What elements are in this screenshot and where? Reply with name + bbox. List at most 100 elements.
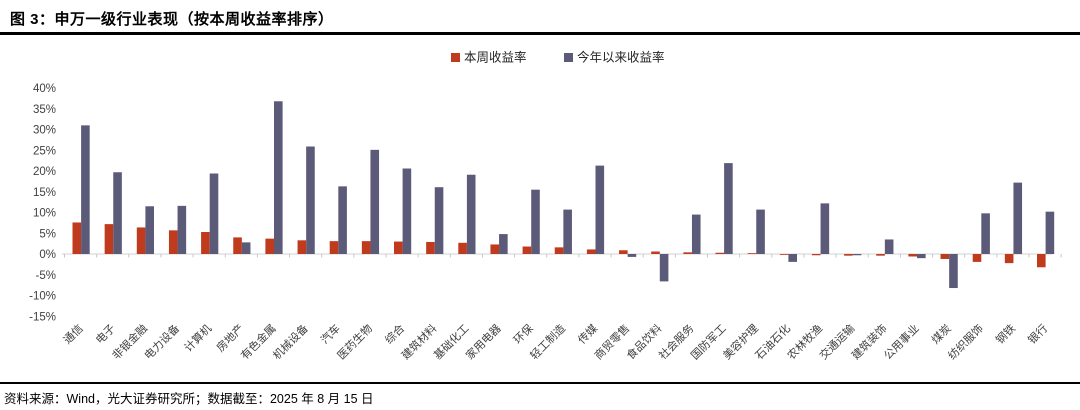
- y-axis-label: 25%: [33, 145, 56, 157]
- figure-title: 图 3：申万一级行业表现（按本周收益率排序）: [10, 11, 334, 28]
- bar-ytd: [370, 149, 380, 254]
- bar-ytd: [1013, 182, 1023, 254]
- bar-ytd: [917, 254, 926, 259]
- legend-label-week: 本周收益率: [464, 50, 527, 65]
- bar-week: [426, 241, 435, 254]
- y-axis-label: 40%: [33, 83, 56, 95]
- bar-ytd: [113, 172, 122, 254]
- bar-week: [297, 240, 307, 254]
- bar-ytd: [788, 254, 797, 262]
- bar-week: [136, 227, 146, 254]
- bar-week: [747, 253, 757, 254]
- bar-ytd: [241, 242, 251, 254]
- y-axis-label: 10%: [33, 208, 56, 220]
- bar-ytd: [949, 254, 958, 289]
- bar-ytd: [724, 163, 733, 254]
- bar-week: [619, 250, 628, 254]
- y-axis-label: -5%: [36, 270, 56, 282]
- bar-week: [490, 244, 500, 254]
- bar-ytd: [852, 254, 862, 256]
- category-label: 环保: [510, 321, 535, 346]
- bar-ytd: [177, 205, 187, 254]
- bar-week: [554, 247, 564, 254]
- bar-week: [940, 254, 950, 259]
- category-label: 传媒: [575, 322, 600, 347]
- y-axis-label: 15%: [33, 187, 56, 199]
- bar-ytd: [691, 214, 701, 254]
- category-label: 计算机: [181, 321, 214, 354]
- y-axis-label: 20%: [33, 166, 56, 178]
- bar-week: [586, 249, 596, 254]
- legend-label-ytd: 今年以来收益率: [577, 50, 665, 65]
- category-label: 房地产: [213, 321, 246, 354]
- bar-ytd: [306, 146, 315, 254]
- category-label: 医药生物: [334, 321, 375, 362]
- category-label: 电力设备: [141, 321, 182, 362]
- y-axis-label: -15%: [29, 311, 56, 323]
- bar-week: [972, 254, 982, 262]
- bar-week: [458, 242, 467, 254]
- source-note: 资料来源：Wind，光大证券研究所；数据截至：2025 年 8 月 15 日: [4, 392, 374, 406]
- category-label: 家用电器: [463, 321, 504, 362]
- category-label: 纺织服饰: [945, 321, 986, 362]
- bar-week: [811, 254, 821, 256]
- bar-week: [876, 254, 885, 256]
- bar-ytd: [820, 203, 830, 254]
- category-label: 电子: [93, 322, 118, 347]
- bar-ytd: [1045, 211, 1055, 254]
- bar-week: [683, 252, 692, 254]
- bar-week: [201, 232, 210, 254]
- bar-ytd: [884, 239, 894, 254]
- bar-week: [265, 238, 274, 254]
- y-axis-label: -10%: [29, 291, 56, 303]
- legend-swatch-week: [451, 53, 460, 62]
- category-label: 银行: [1025, 321, 1050, 346]
- bar-ytd: [209, 173, 219, 254]
- bar-ytd: [434, 187, 444, 254]
- bar-ytd: [145, 206, 154, 254]
- category-label: 通信: [61, 322, 86, 347]
- bar-week: [72, 222, 82, 254]
- bar-week: [651, 251, 660, 254]
- bar-chart: 本周收益率 今年以来收益率 40% 35% 30% 25% 20% 15% 10% 5% 0% -5%…: [29, 50, 1062, 362]
- footer-divider: [0, 382, 1080, 384]
- bar-week: [329, 241, 339, 254]
- bar-week: [844, 254, 853, 256]
- category-label: 轻工制造: [527, 321, 568, 362]
- bar-ytd: [563, 209, 572, 254]
- bar-week: [908, 254, 917, 257]
- bar-ytd: [627, 254, 637, 257]
- bar-ytd: [402, 168, 412, 254]
- bar-week: [779, 254, 789, 255]
- bar-ytd: [81, 125, 90, 254]
- y-axis-label: 0%: [39, 249, 56, 261]
- bar-ytd: [274, 101, 283, 254]
- bar-week: [168, 230, 178, 254]
- category-label: 综合: [382, 321, 407, 346]
- bar-ytd: [466, 174, 476, 254]
- legend-swatch-ytd: [564, 53, 573, 62]
- bar-ytd: [981, 213, 990, 254]
- y-axis-label: 30%: [33, 125, 56, 137]
- category-label: 机械设备: [270, 321, 311, 362]
- bar-ytd: [756, 209, 765, 254]
- category-label: 汽车: [317, 321, 342, 346]
- y-axis-label: 5%: [39, 228, 56, 240]
- bar-week: [1037, 254, 1046, 268]
- y-axis-label: 35%: [33, 104, 56, 116]
- category-label: 煤炭: [929, 322, 954, 347]
- bar-week: [361, 241, 371, 254]
- bar-week: [233, 237, 242, 254]
- bar-ytd: [338, 186, 347, 254]
- bar-week: [394, 241, 403, 254]
- bar-ytd: [499, 234, 508, 254]
- category-label: 公用事业: [881, 322, 921, 362]
- bar-week: [1004, 254, 1014, 264]
- title-divider: [0, 32, 1080, 35]
- bar-ytd: [659, 254, 669, 282]
- bar-week: [522, 246, 532, 254]
- bar-ytd: [595, 165, 605, 254]
- bar-ytd: [531, 189, 540, 254]
- category-label: 钢铁: [993, 322, 1018, 347]
